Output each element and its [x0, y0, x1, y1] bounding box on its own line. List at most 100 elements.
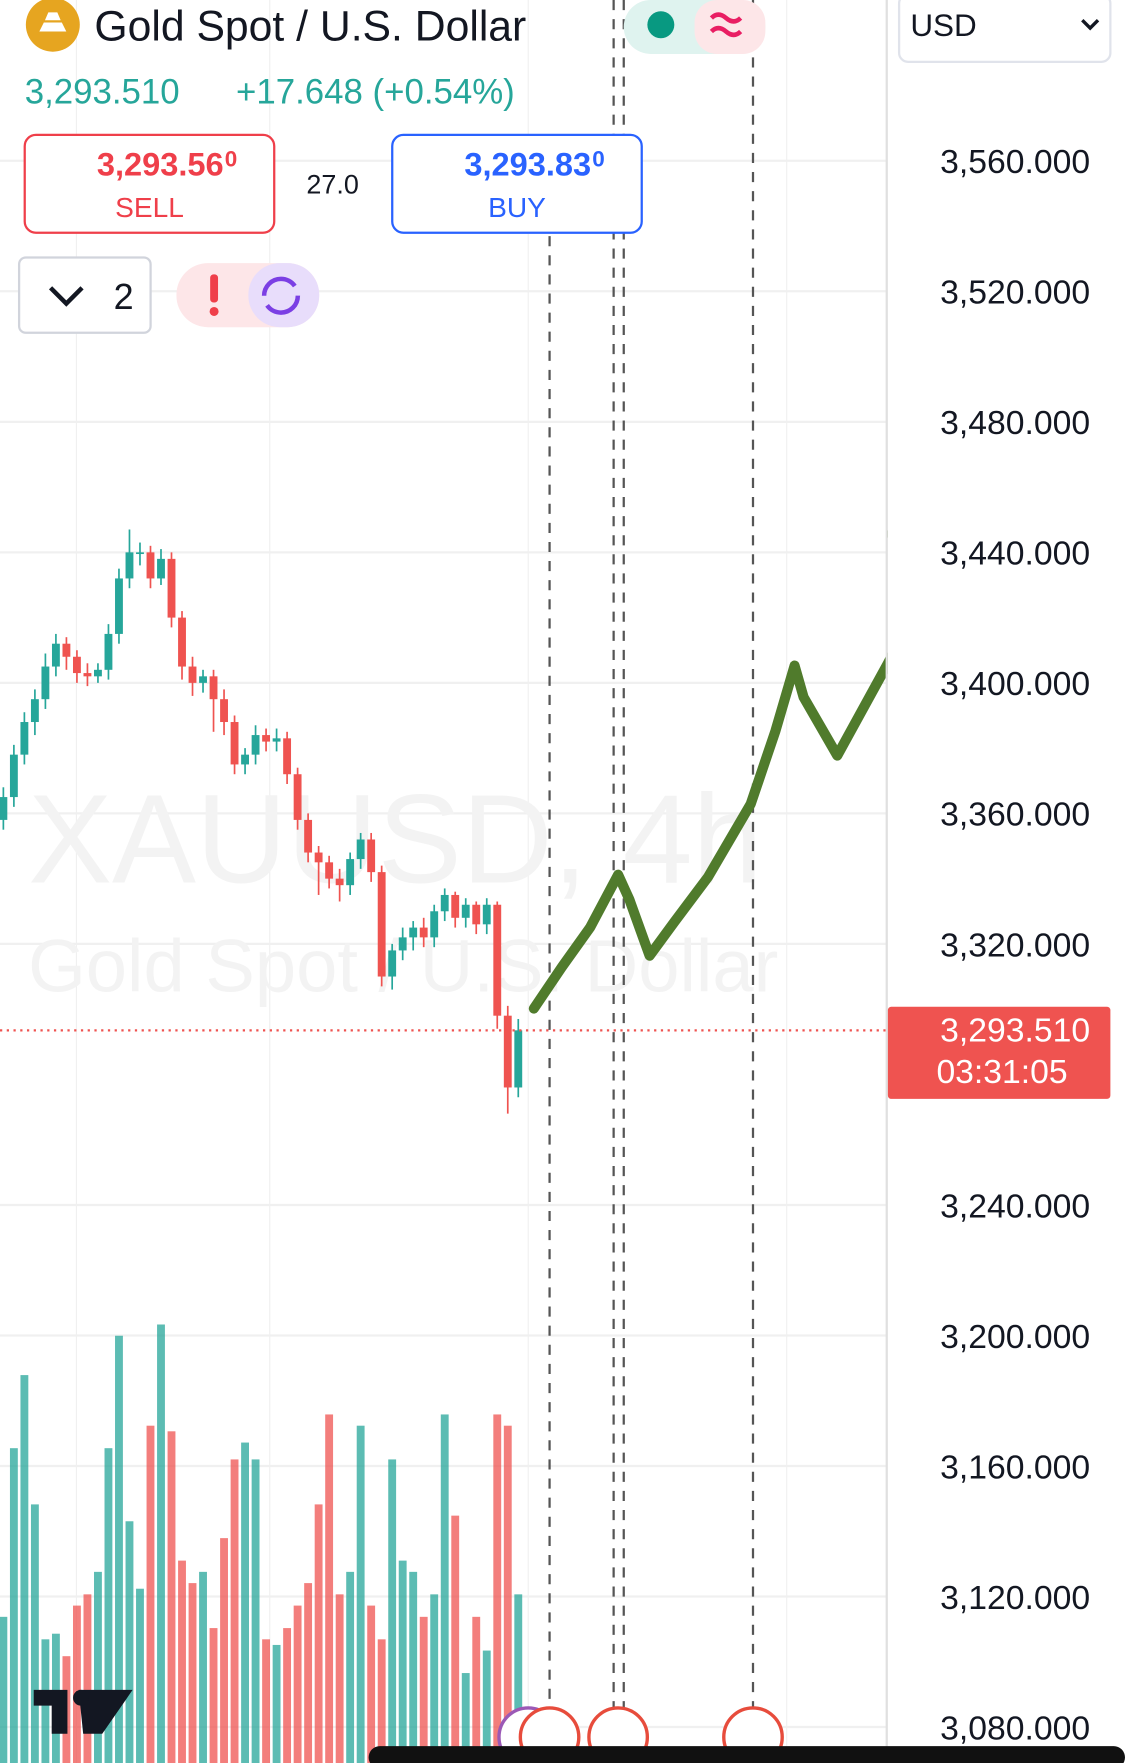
watermark: XAUUSD, 4h	[28, 769, 762, 910]
y-tick-label: 3,160.000	[940, 1448, 1090, 1486]
candle-body	[409, 927, 418, 938]
volume-bar	[356, 1425, 365, 1763]
tv-logo	[33, 1689, 133, 1734]
volume-bar	[199, 1571, 207, 1763]
volume-bar	[335, 1594, 344, 1763]
candle-body	[41, 666, 50, 700]
market-open-dot	[647, 11, 675, 39]
spread: 27.0	[306, 169, 358, 199]
currency-select[interactable]	[897, 0, 1112, 63]
volume-bar	[272, 1644, 281, 1763]
volume-bar	[283, 1628, 292, 1763]
candle-body	[209, 676, 218, 700]
volume-bar	[493, 1414, 502, 1763]
sell-label: SELL	[115, 192, 184, 223]
chevron	[1081, 19, 1100, 31]
volume-bar	[503, 1425, 512, 1763]
candle-body	[178, 617, 186, 667]
tv-logo-dot	[73, 1689, 89, 1706]
candle-body	[115, 578, 123, 634]
volume-bar	[262, 1639, 271, 1763]
candle-body	[503, 1015, 512, 1088]
candle-body	[199, 676, 207, 683]
buy-button[interactable]	[391, 133, 643, 234]
candle-body	[335, 878, 344, 886]
delay-icon	[709, 12, 743, 38]
drawn-path	[528, 534, 959, 1014]
volume-bar	[125, 1521, 134, 1763]
chevron	[48, 286, 84, 307]
y-tick-label: 3,440.000	[940, 535, 1090, 573]
volume-layer	[0, 1324, 523, 1763]
volume-bar	[398, 1560, 407, 1763]
candle-body	[251, 735, 260, 755]
volume-bar	[241, 1442, 249, 1763]
candle-body	[51, 643, 60, 667]
last-price-tag	[887, 1006, 1111, 1099]
candle-body	[283, 738, 292, 775]
market-pill-part	[694, 0, 766, 54]
candle-body	[0, 797, 8, 820]
candle-body	[230, 722, 239, 765]
candle-body	[325, 862, 334, 879]
candle-body	[451, 894, 460, 918]
volume-bar	[220, 1538, 228, 1763]
volume-bar	[167, 1431, 176, 1763]
volume-bar	[367, 1605, 376, 1763]
price-axis: 3,080.000 3,120.000 3,160.000 3,200.000 3,24…	[887, 143, 1111, 1747]
volume-bar	[20, 1375, 29, 1763]
candle-body	[346, 859, 355, 886]
volume-bar	[115, 1335, 123, 1763]
candle-body	[472, 904, 481, 925]
volume-bar	[388, 1459, 397, 1763]
y-tick-label: 3,200.000	[940, 1318, 1090, 1356]
layout-dropdown[interactable]	[17, 256, 152, 334]
candle-body	[388, 950, 397, 977]
volume-bar	[314, 1504, 323, 1763]
symbol-title: Gold Spot / U.S. Dollar	[94, 2, 526, 50]
candle-body	[146, 552, 155, 579]
y-tick-label: 3,560.000	[940, 143, 1090, 181]
candle-body	[72, 656, 81, 674]
buy-label: BUY	[488, 192, 546, 223]
alert-icon-dot	[209, 306, 219, 316]
y-tick-label: 3,360.000	[940, 796, 1090, 834]
y-tick-label: 3,080.000	[940, 1709, 1090, 1747]
sell-pip: 0	[225, 146, 237, 171]
volume-bar	[83, 1594, 92, 1763]
candle-body	[9, 754, 18, 798]
candle-body	[430, 911, 439, 938]
candle-body	[136, 552, 144, 555]
volume-bar	[346, 1571, 355, 1763]
candle-body	[241, 754, 249, 765]
buy-price: 3,293.83	[464, 145, 591, 182]
candle-body	[398, 937, 407, 951]
candle-body	[367, 839, 376, 873]
refresh-icon	[261, 276, 301, 315]
candle-body	[356, 839, 365, 860]
candle-body	[125, 552, 134, 579]
candle-body	[482, 904, 491, 925]
y-tick-label: 3,400.000	[940, 665, 1090, 703]
price-axis-bg	[887, 0, 1125, 1763]
sell-button[interactable]	[23, 133, 276, 234]
volume-bar	[72, 1605, 81, 1763]
volume-bar	[146, 1425, 155, 1763]
volume-bar	[304, 1583, 313, 1763]
candle-body	[493, 904, 502, 1016]
volume-bar	[451, 1515, 460, 1763]
countdown: 03:31:05	[936, 1053, 1067, 1091]
y-tick-label: 3,120.000	[940, 1579, 1090, 1617]
buy-pip: 0	[592, 146, 604, 171]
volume-bar	[430, 1594, 439, 1763]
candle-body	[62, 643, 71, 657]
candle-body	[220, 699, 228, 723]
volume-bar	[30, 1504, 39, 1763]
last-price-label: 3,293.510	[940, 1012, 1090, 1050]
symbol-icon-glyph	[39, 12, 67, 32]
candle-body	[30, 699, 39, 723]
volume-bar	[514, 1594, 523, 1763]
candle-body	[514, 1030, 523, 1088]
last-price: 3,293.510	[25, 72, 180, 111]
